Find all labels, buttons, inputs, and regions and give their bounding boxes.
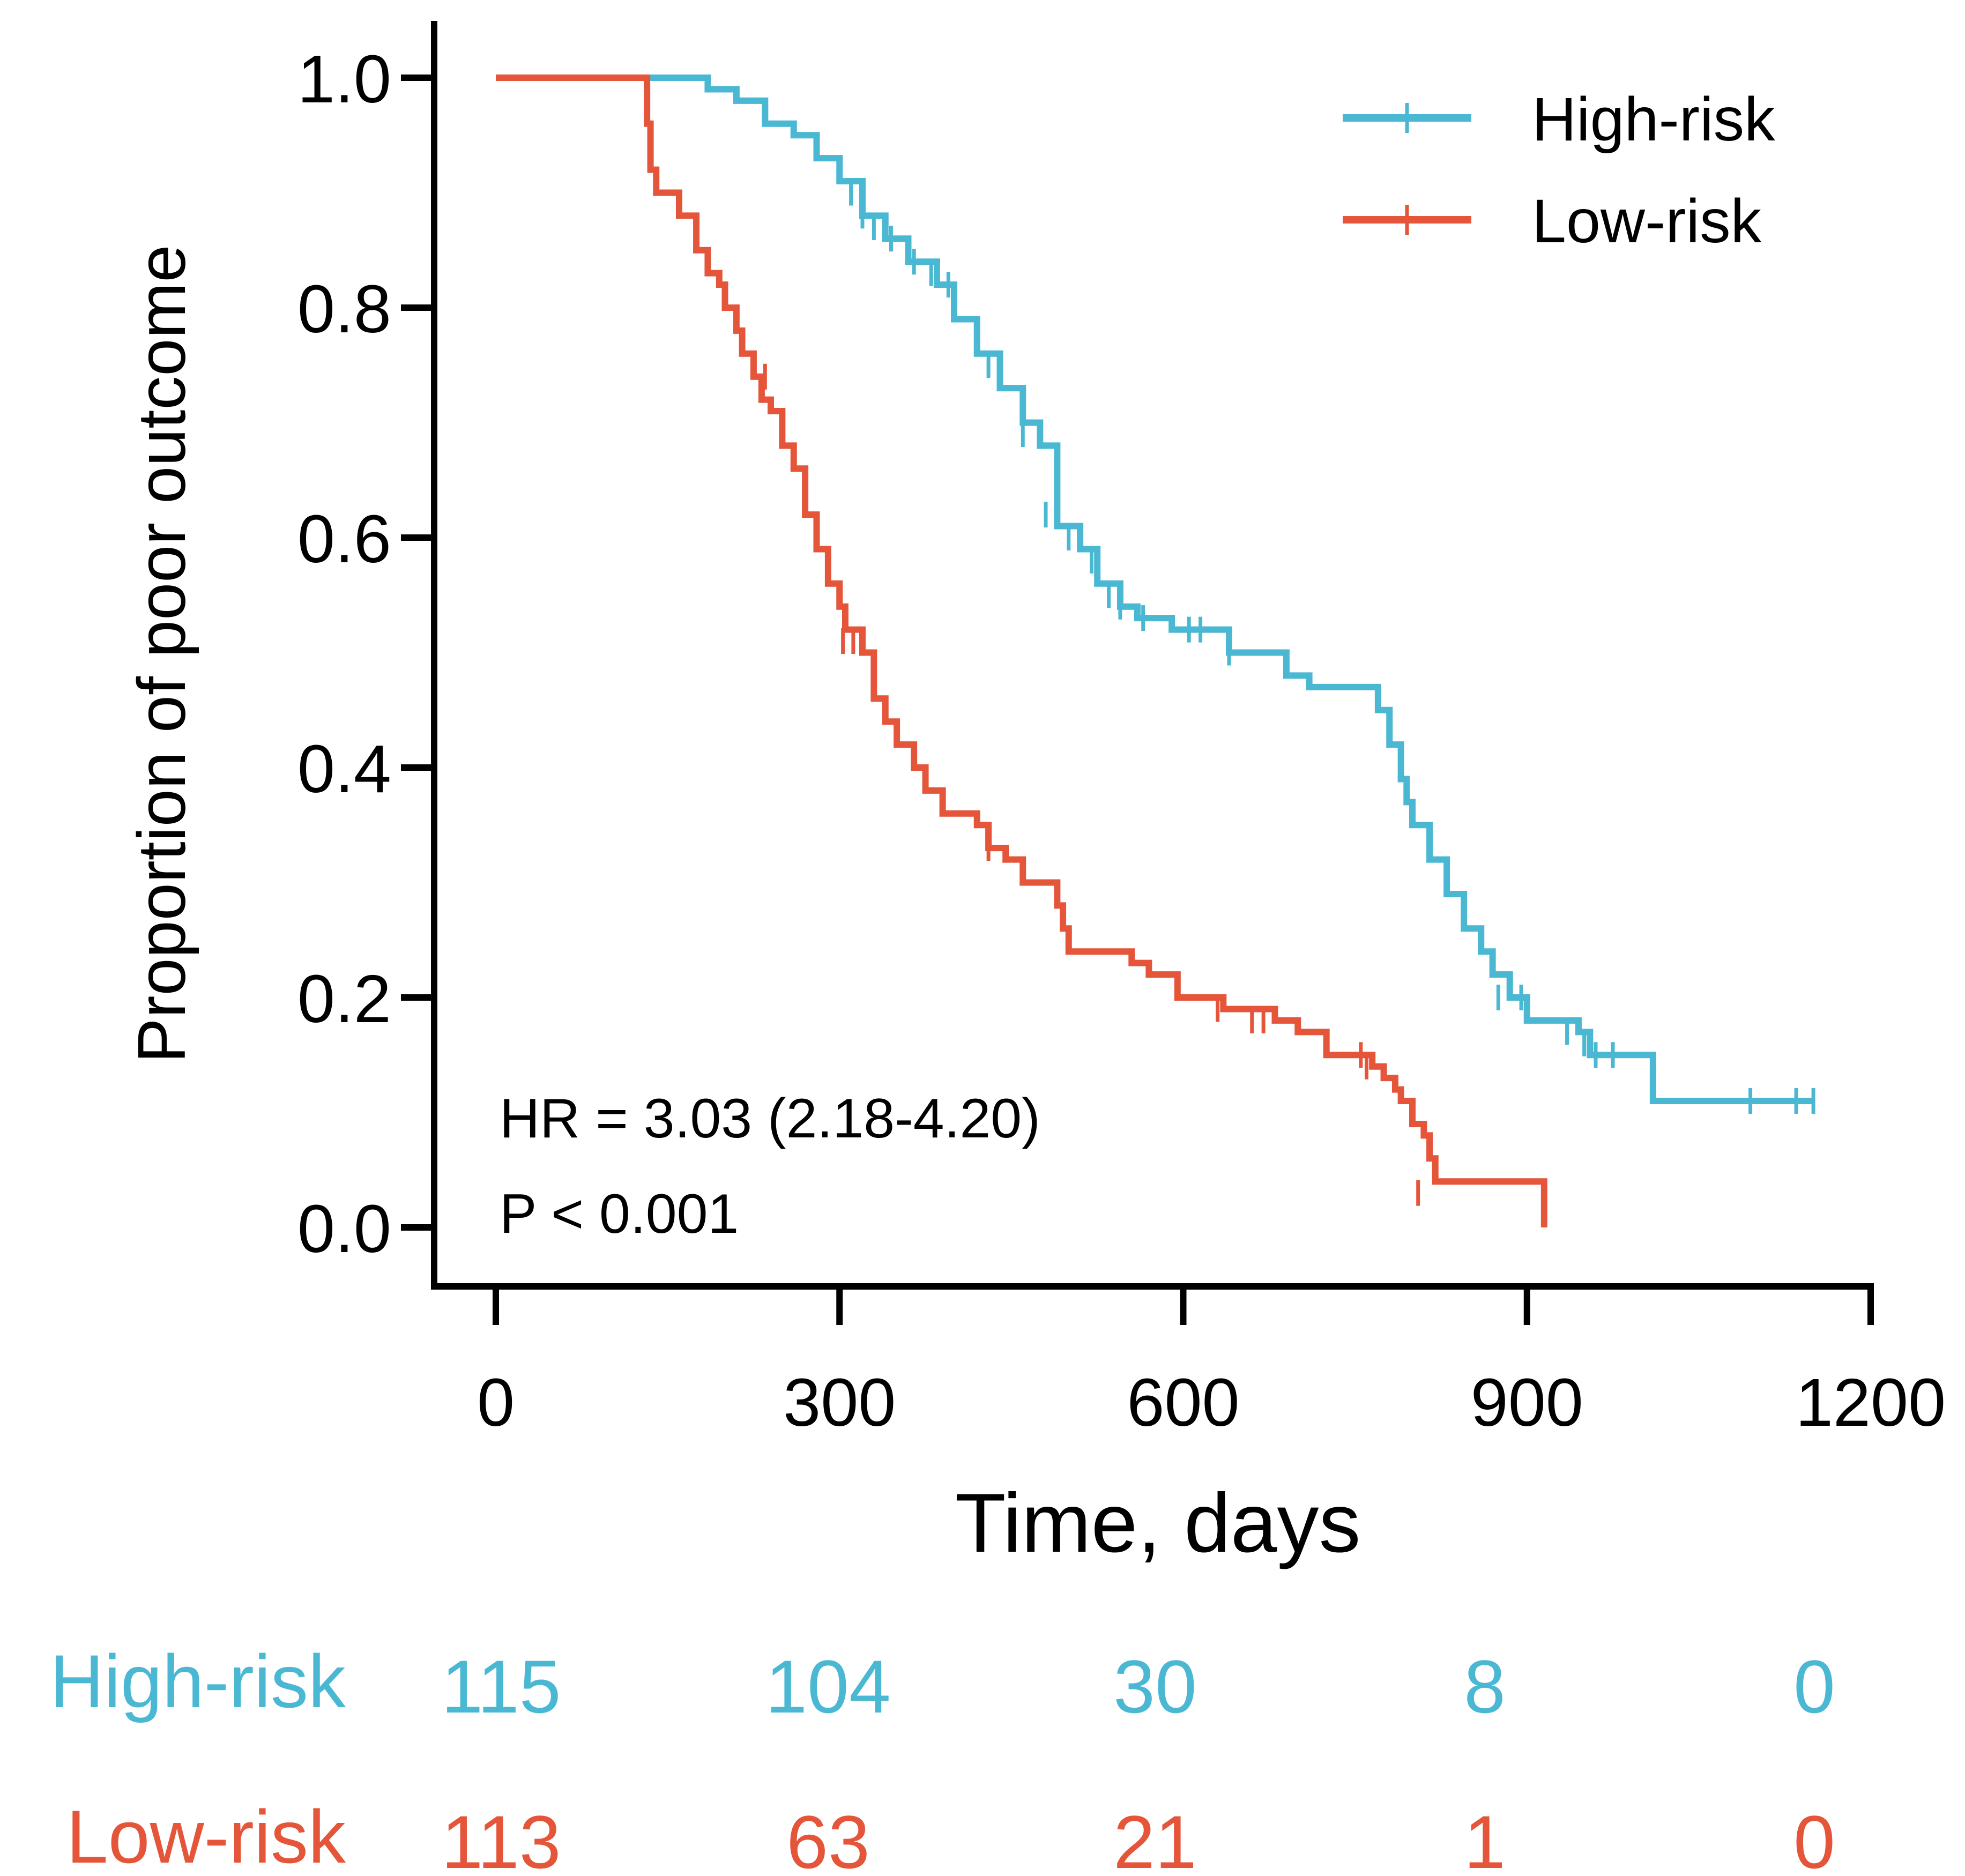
survival-line bbox=[496, 75, 1547, 1227]
risk-table-cell: 115 bbox=[441, 1644, 561, 1729]
y-tick-label: 0.2 bbox=[297, 961, 391, 1037]
risk-table-row: High-risk 115 104 30 8 0 bbox=[50, 1639, 1835, 1729]
x-tick-label: 900 bbox=[1471, 1365, 1583, 1440]
legend: High-risk Low-risk bbox=[1343, 85, 1775, 256]
series-low-risk bbox=[496, 75, 1547, 1227]
series-high-risk bbox=[496, 75, 1815, 1114]
risk-table: High-risk 115 104 30 8 0 Low-risk 113 63 21 1 0 bbox=[50, 1639, 1835, 1876]
survival-line bbox=[496, 75, 1814, 1105]
risk-table-cell: 63 bbox=[786, 1800, 870, 1876]
survival-curves bbox=[496, 75, 1815, 1227]
x-axis-label: Time, days bbox=[955, 1477, 1360, 1570]
hazard-ratio-annotation: HR = 3.03 (2.18-4.20) bbox=[500, 1088, 1040, 1150]
risk-table-cell: 21 bbox=[1113, 1800, 1197, 1876]
legend-item: Low-risk bbox=[1343, 187, 1762, 256]
p-value-annotation: P < 0.001 bbox=[500, 1183, 739, 1245]
y-tick-label: 0.0 bbox=[297, 1191, 391, 1267]
risk-table-cell: 30 bbox=[1113, 1644, 1197, 1729]
legend-item: High-risk bbox=[1343, 85, 1775, 154]
y-tick-label: 1.0 bbox=[297, 41, 391, 117]
x-tick-label: 1200 bbox=[1796, 1365, 1946, 1440]
y-tick-label: 0.6 bbox=[297, 501, 391, 577]
risk-table-cell: 8 bbox=[1464, 1644, 1506, 1729]
y-ticks: 0.0 0.2 0.4 0.6 0.8 1.0 bbox=[297, 41, 434, 1267]
axes: 0.0 0.2 0.4 0.6 0.8 1.0 0 300 600 900 1200 bbox=[297, 21, 1946, 1440]
y-tick-label: 0.8 bbox=[297, 271, 391, 347]
y-tick-label: 0.4 bbox=[297, 731, 391, 807]
risk-table-cell: 104 bbox=[765, 1644, 891, 1729]
risk-table-cell: 1 bbox=[1464, 1800, 1506, 1876]
risk-table-cell: 0 bbox=[1793, 1800, 1835, 1876]
risk-table-row-label: High-risk bbox=[50, 1639, 346, 1723]
risk-table-row-label: Low-risk bbox=[66, 1795, 346, 1876]
legend-label: High-risk bbox=[1532, 85, 1775, 154]
y-axis-label: Proportion of poor outcome bbox=[124, 245, 199, 1063]
risk-table-cell: 113 bbox=[441, 1800, 561, 1876]
risk-table-cell: 0 bbox=[1793, 1644, 1835, 1729]
x-tick-label: 600 bbox=[1127, 1365, 1239, 1440]
risk-table-row: Low-risk 113 63 21 1 0 bbox=[66, 1795, 1835, 1876]
legend-label: Low-risk bbox=[1532, 187, 1762, 256]
x-tick-label: 300 bbox=[783, 1365, 896, 1440]
x-ticks: 0 300 600 900 1200 bbox=[477, 1286, 1946, 1440]
x-tick-label: 0 bbox=[477, 1365, 515, 1440]
